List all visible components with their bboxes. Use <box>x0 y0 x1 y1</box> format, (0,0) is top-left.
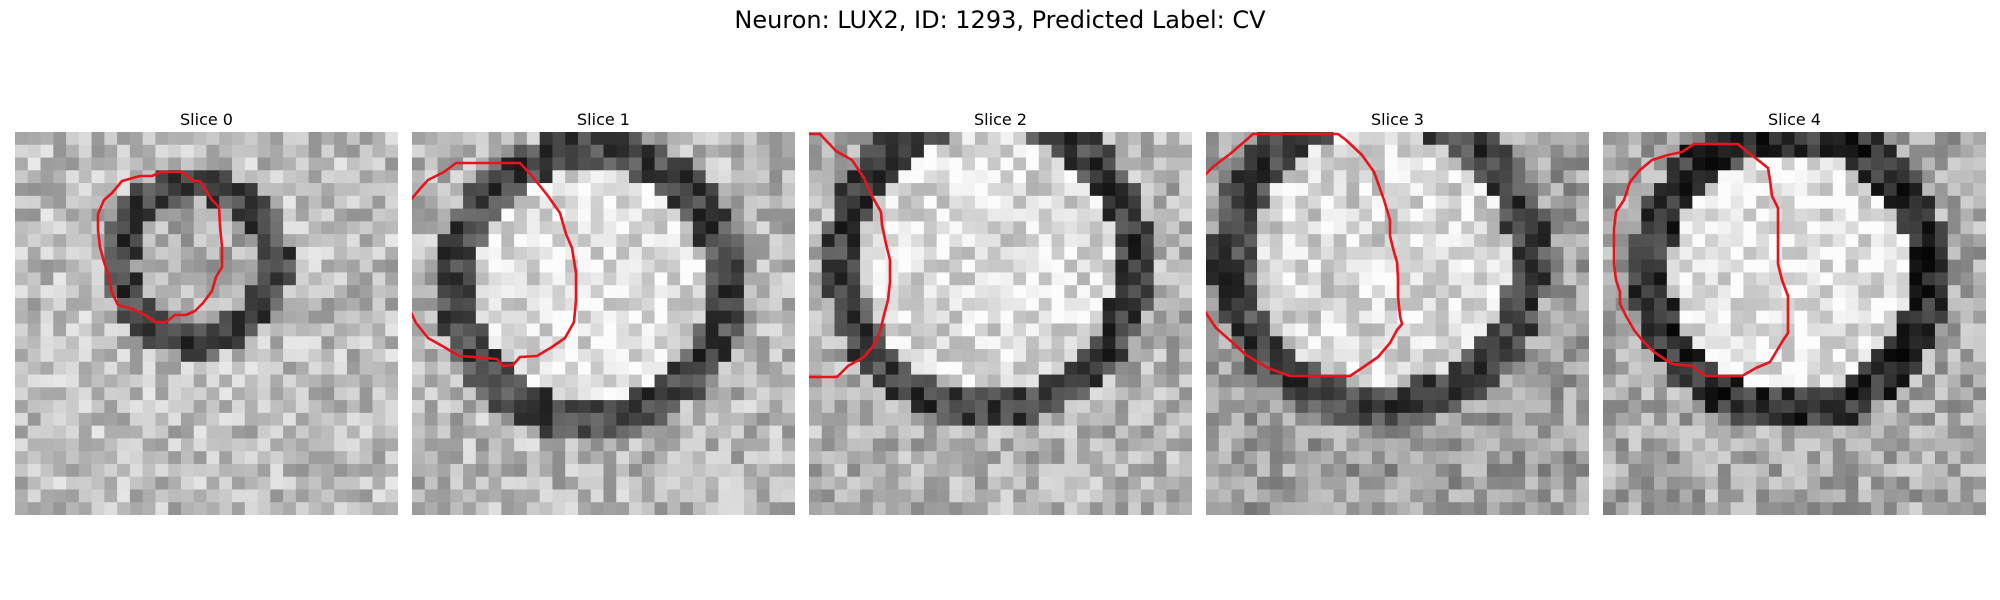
slice-svg <box>1603 132 1986 515</box>
slice-image <box>1206 132 1589 515</box>
slice-svg <box>809 132 1192 515</box>
slice-image <box>412 132 795 515</box>
figure-title: Neuron: LUX2, ID: 1293, Predicted Label:… <box>734 6 1266 34</box>
slice-title: Slice 3 <box>1371 110 1424 129</box>
slice-svg <box>15 132 398 515</box>
slice-panel-1: Slice 1 <box>412 108 795 515</box>
segmentation-contour <box>96 170 224 324</box>
slice-svg <box>1206 132 1589 515</box>
slice-title: Slice 0 <box>180 110 233 129</box>
slice-title: Slice 4 <box>1768 110 1821 129</box>
slice-image <box>15 132 398 515</box>
segmentation-contour <box>809 132 892 379</box>
slice-panel-3: Slice 3 <box>1206 108 1589 515</box>
segmentation-contour <box>1206 132 1404 378</box>
slice-panel-4: Slice 4 <box>1603 108 1986 515</box>
slice-image <box>1603 132 1986 515</box>
slice-svg <box>412 132 795 515</box>
segmentation-contour <box>1612 142 1790 378</box>
slice-panel-0: Slice 0 <box>15 108 398 515</box>
slice-title: Slice 1 <box>577 110 630 129</box>
slice-title: Slice 2 <box>974 110 1027 129</box>
slice-image <box>809 132 1192 515</box>
segmentation-contour <box>412 161 578 368</box>
slice-panel-2: Slice 2 <box>809 108 1192 515</box>
